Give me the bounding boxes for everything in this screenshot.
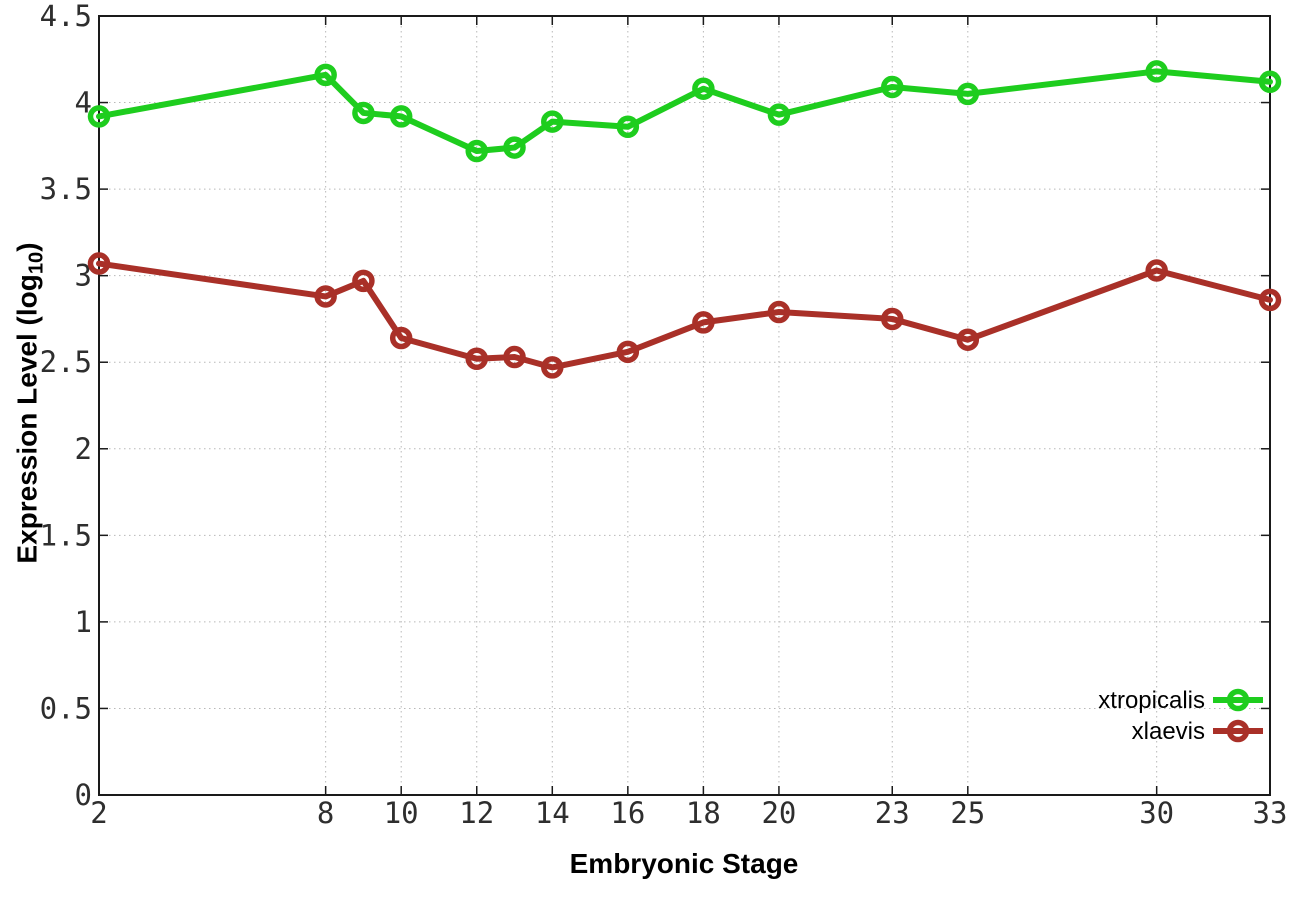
data-point-xtropicalis — [389, 105, 413, 128]
y-axis-title: Expression Level (log10) — [12, 242, 49, 563]
y-tick-label: 1.5 — [40, 518, 92, 552]
data-point-xlaevis — [314, 285, 337, 308]
data-point-xtropicalis — [87, 105, 111, 128]
data-point-xlaevis — [1258, 288, 1282, 312]
y-tick-label: 1 — [75, 605, 92, 639]
y-axis-title-subscript: 10 — [25, 251, 48, 275]
x-tick-label: 23 — [875, 796, 910, 830]
data-point-xlaevis — [767, 300, 791, 324]
x-axis-title: Embryonic Stage — [569, 848, 799, 879]
data-point-xtropicalis — [881, 75, 904, 99]
data-point-xlaevis — [389, 326, 413, 350]
legend-label-xtropicalis: xtropicalis — [1098, 687, 1205, 714]
x-tick-label: 16 — [610, 796, 645, 830]
legend-label-xlaevis: xlaevis — [1132, 718, 1205, 745]
y-tick-label: 2 — [75, 432, 92, 466]
data-point-xlaevis — [881, 307, 904, 331]
y-tick-label: 4.5 — [40, 0, 92, 33]
data-point-xtropicalis — [314, 63, 337, 87]
x-tick-label: 20 — [761, 796, 796, 830]
data-point-xlaevis — [503, 345, 526, 369]
data-point-xlaevis — [692, 311, 715, 334]
data-point-xtropicalis — [692, 77, 715, 100]
data-point-xtropicalis — [616, 115, 640, 139]
data-point-xtropicalis — [1258, 70, 1282, 94]
legend-sample-marker-xtropicalis — [1226, 688, 1250, 712]
data-point-xlaevis — [87, 252, 111, 275]
y-tick-label: 0.5 — [40, 691, 92, 725]
x-tick-label: 14 — [535, 796, 570, 830]
x-tick-label: 18 — [686, 796, 721, 830]
x-tick-label: 33 — [1253, 796, 1288, 830]
y-tick-label: 4 — [75, 86, 92, 120]
data-point-xlaevis — [956, 328, 980, 351]
plot-border — [98, 15, 1271, 796]
series-line-xlaevis — [96, 260, 1273, 371]
y-tick-label: 3 — [75, 259, 92, 293]
data-point-xtropicalis — [503, 136, 526, 159]
y-tick-label: 3.5 — [40, 172, 92, 206]
data-point-xtropicalis — [352, 101, 375, 125]
data-point-xtropicalis — [956, 82, 980, 106]
data-point-xlaevis — [616, 340, 640, 364]
data-point-xlaevis — [541, 356, 564, 379]
data-point-xtropicalis — [465, 139, 488, 163]
data-point-xtropicalis — [1145, 60, 1168, 83]
series-line-xtropicalis — [96, 68, 1273, 155]
y-axis-title-main: Expression Level (log — [11, 274, 43, 564]
y-axis-title-close: ) — [11, 242, 43, 252]
legend-sample-marker-xlaevis — [1226, 719, 1250, 743]
x-tick-label: 25 — [950, 796, 985, 830]
x-tick-label: 8 — [317, 796, 334, 830]
y-tick-label: 2.5 — [40, 345, 92, 379]
data-point-xtropicalis — [767, 103, 791, 126]
data-point-xlaevis — [1145, 259, 1168, 282]
x-tick-label: 2 — [90, 796, 107, 830]
x-tick-label: 12 — [459, 796, 494, 830]
y-tick-label: 0 — [75, 778, 92, 812]
x-tick-label: 10 — [384, 796, 419, 830]
data-point-xlaevis — [352, 269, 375, 293]
x-tick-label: 30 — [1139, 796, 1174, 830]
data-point-xtropicalis — [541, 110, 564, 133]
data-point-xlaevis — [465, 347, 488, 371]
